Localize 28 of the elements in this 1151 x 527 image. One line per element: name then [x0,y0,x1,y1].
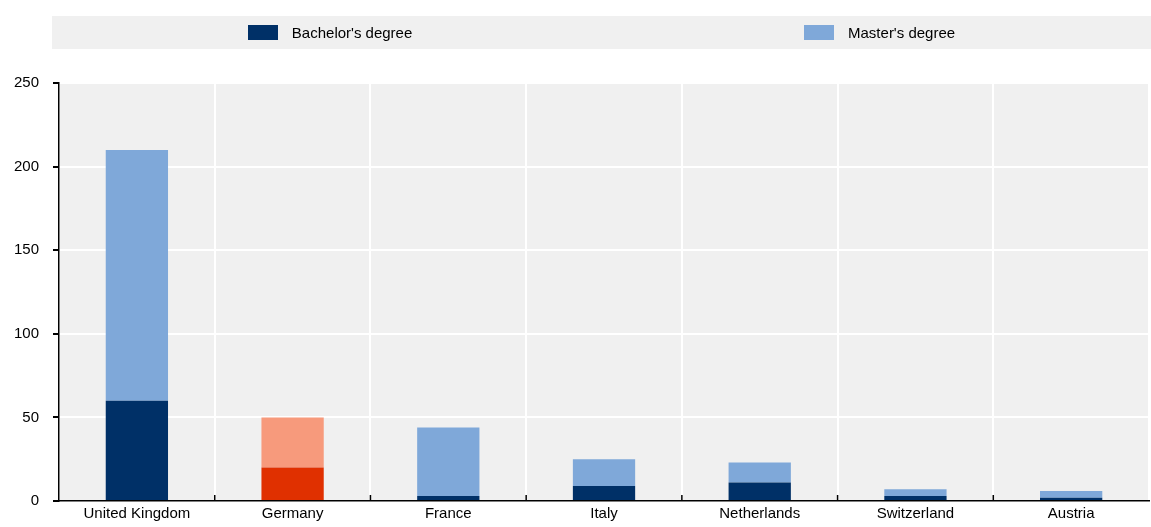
y-tick-label: 200 [14,156,40,174]
x-tick-label: United Kingdom [83,504,191,522]
x-tick-label: Switzerland [876,504,955,522]
x-tick-label: Italy [590,504,619,522]
bar [884,495,947,500]
legend-label: Master's degree [848,24,956,41]
bar [105,149,169,401]
x-tick-label: Netherlands [719,504,801,522]
bar [105,400,169,500]
bar [1040,490,1103,498]
bar [728,482,791,500]
x-tick-label: Austria [1047,504,1096,522]
legend-label: Bachelor's degree [291,24,413,41]
y-tick-label: 250 [14,73,40,91]
x-tick-label: Germany [261,504,324,522]
bar [417,495,480,500]
y-tick-label: 50 [22,407,40,425]
bar [261,417,324,468]
y-tick-label: 150 [14,240,40,258]
bar [417,427,480,496]
bar [728,462,791,483]
bar [572,485,636,500]
bar [261,467,324,500]
y-tick-label: 0 [30,491,40,509]
bar [884,489,947,496]
y-tick-label: 100 [14,323,40,341]
x-tick-label: France [424,504,472,522]
bar [572,459,636,486]
